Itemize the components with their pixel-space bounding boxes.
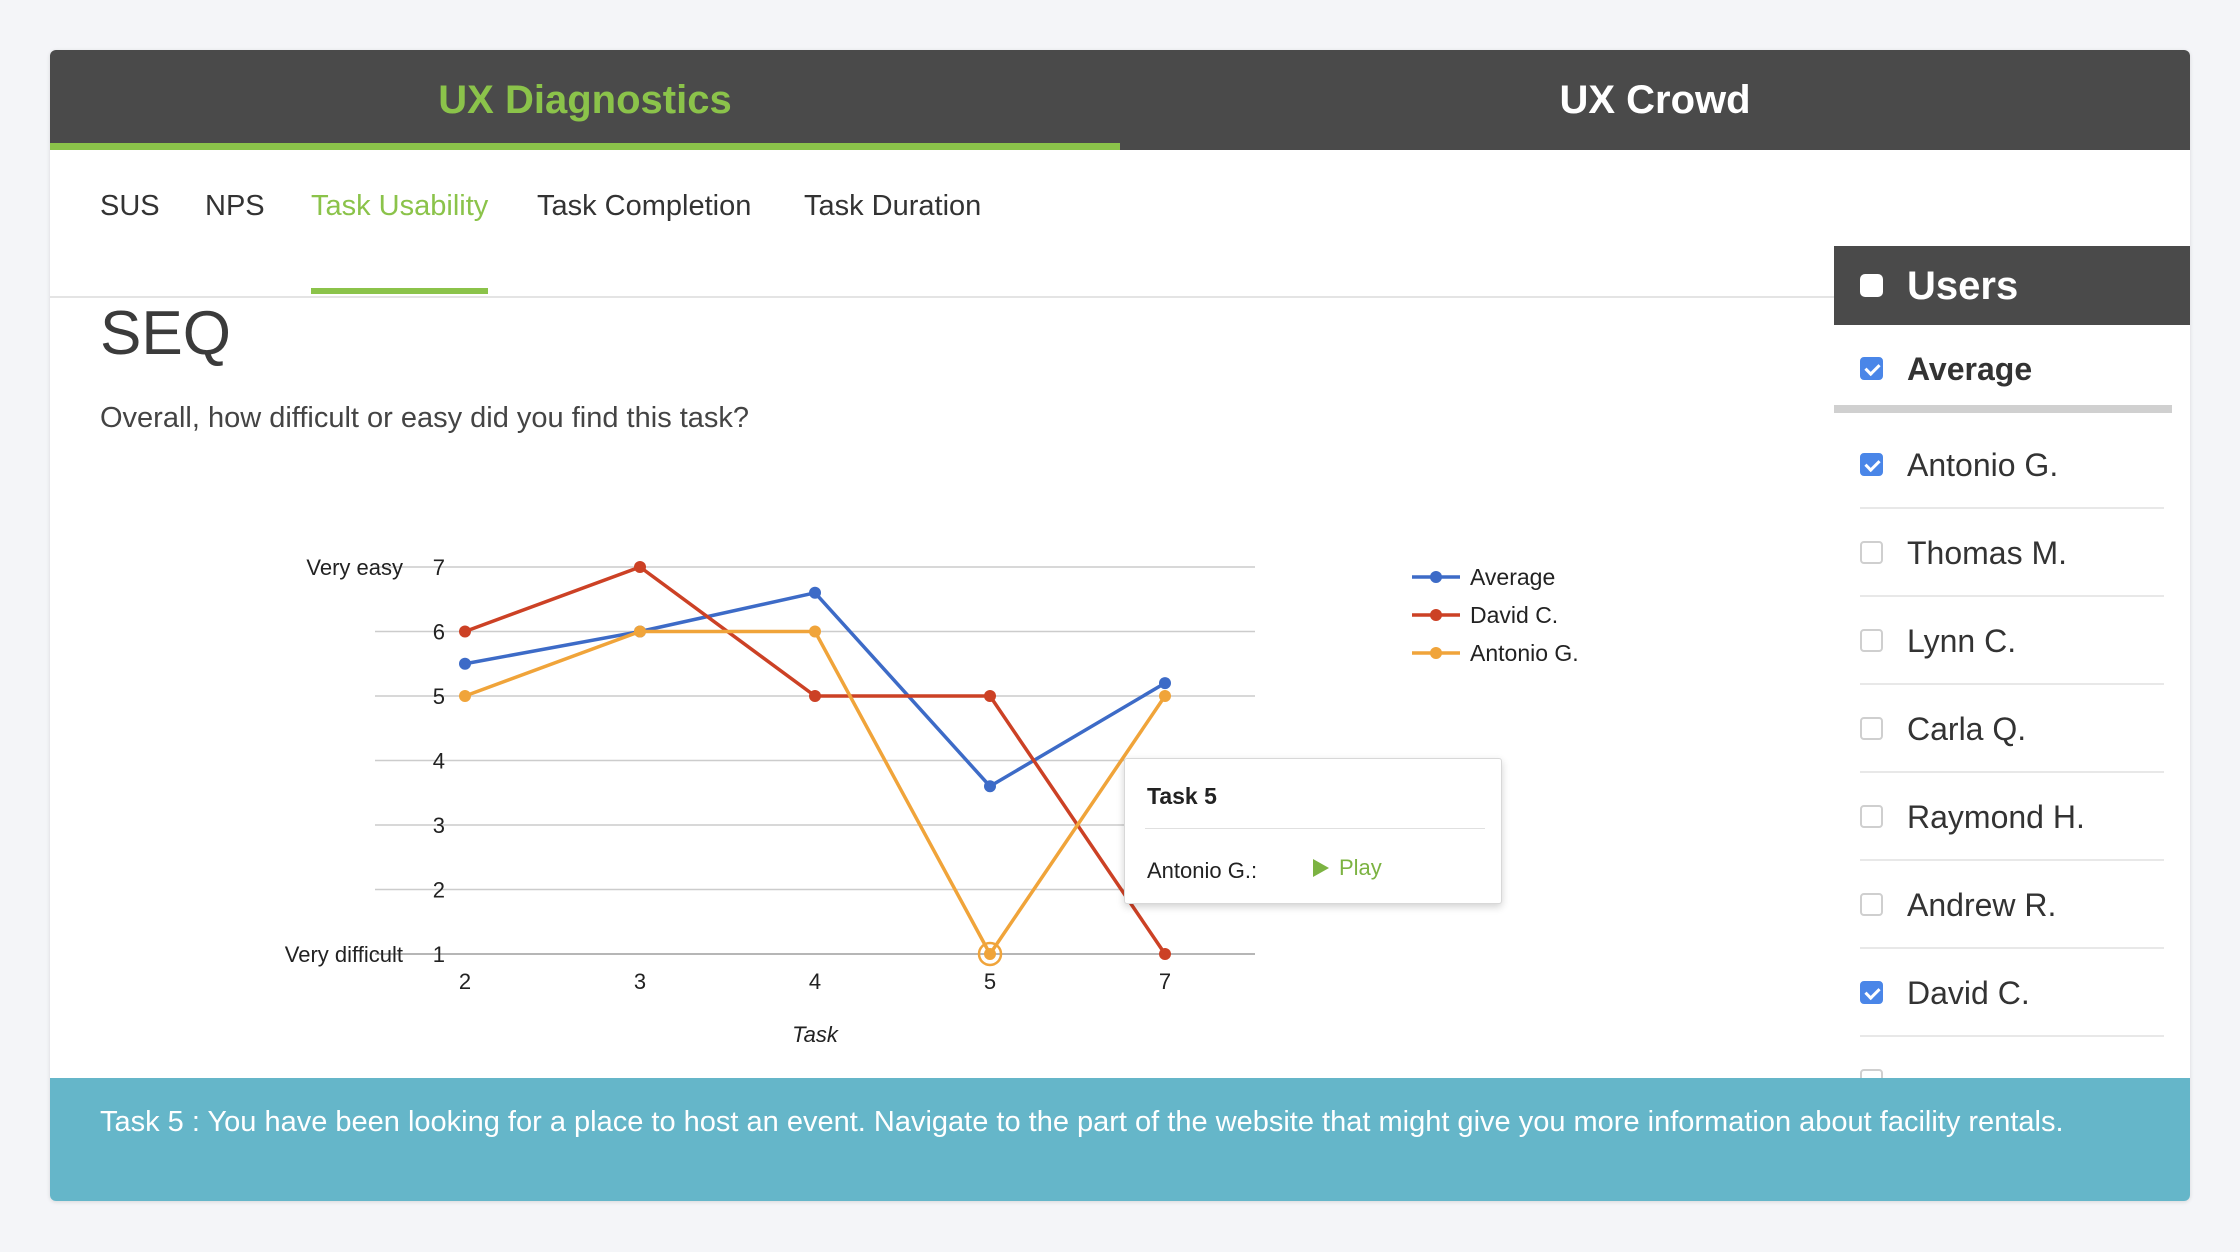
y-axis-label: Very easy <box>306 555 403 580</box>
users-panel: Users Average Antonio G. Thomas M. Lynn … <box>1834 246 2190 1128</box>
tab-ux-diagnostics[interactable]: UX Diagnostics <box>50 50 1120 150</box>
y-tick-label: 2 <box>433 878 445 903</box>
play-icon <box>1313 859 1329 877</box>
user-name: David C. <box>1907 975 2030 1011</box>
divider <box>1860 1035 2164 1037</box>
y-tick-label: 5 <box>433 684 445 709</box>
y-tick-label: 4 <box>433 749 445 774</box>
data-point <box>809 690 821 702</box>
x-tick-label: 5 <box>984 969 996 994</box>
legend-marker <box>1430 647 1442 659</box>
user-row-lynn[interactable]: Lynn C. <box>1834 597 2164 685</box>
legend-marker <box>1430 609 1442 621</box>
tab-nps[interactable]: NPS <box>205 190 265 222</box>
tooltip-divider <box>1145 828 1485 829</box>
series-line <box>464 591 1166 789</box>
dashboard-card: UX Diagnostics UX Crowd SUS NPS Task Usa… <box>50 50 2190 1201</box>
divider <box>1834 405 2172 413</box>
y-tick-label: 7 <box>433 555 445 580</box>
x-tick-label: 3 <box>634 969 646 994</box>
tab-task-completion[interactable]: Task Completion <box>537 190 752 222</box>
highlight-ring <box>977 941 1003 967</box>
user-name: Andrew R. <box>1907 887 2057 923</box>
top-tab-bar: UX Diagnostics UX Crowd <box>50 50 2190 150</box>
series-line <box>464 629 1167 956</box>
data-point <box>459 690 471 702</box>
user-name: Carla Q. <box>1907 711 2027 747</box>
user-row-carla[interactable]: Carla Q. <box>1834 685 2164 773</box>
tab-task-duration[interactable]: Task Duration <box>804 190 982 222</box>
divider <box>1860 947 2164 949</box>
y-tick-label: 3 <box>433 813 445 838</box>
data-point <box>809 586 821 599</box>
tooltip-user-label: Antonio G.: <box>1147 858 1258 883</box>
data-point <box>984 948 996 960</box>
users-header: Users <box>1834 246 2190 325</box>
user-checkbox[interactable] <box>1860 717 1883 740</box>
x-tick-label: 4 <box>809 969 821 994</box>
user-checkbox[interactable] <box>1860 893 1883 916</box>
sub-tab-bar: SUS NPS Task Usability Task Completion T… <box>50 150 1834 298</box>
user-row-antonio[interactable]: Antonio G. <box>1834 421 2164 509</box>
user-name: Raymond H. <box>1907 799 2085 835</box>
data-point <box>809 625 821 638</box>
legend-marker <box>1430 571 1442 583</box>
data-point <box>459 657 471 670</box>
divider <box>1860 683 2164 685</box>
users-title: Users <box>1907 264 2019 308</box>
user-row-thomas[interactable]: Thomas M. <box>1834 509 2164 597</box>
legend-label: David C. <box>1470 602 1558 628</box>
data-point <box>984 780 996 793</box>
x-axis-title: Task <box>792 1022 839 1047</box>
x-tick-label: 7 <box>1159 969 1171 994</box>
divider <box>1860 595 2164 597</box>
data-point <box>1159 677 1171 690</box>
user-row-raymond[interactable]: Raymond H. <box>1834 773 2164 861</box>
task-description: Task 5 : You have been looking for a pla… <box>100 1106 2064 1138</box>
data-point <box>1159 690 1171 702</box>
y-tick-label: 6 <box>433 620 445 645</box>
y-axis-label: Very difficult <box>285 942 403 967</box>
user-row-average[interactable]: Average <box>1834 325 2172 413</box>
legend-label: Antonio G. <box>1470 640 1579 666</box>
user-row-andrew[interactable]: Andrew R. <box>1834 861 2164 949</box>
data-point <box>459 625 471 638</box>
divider <box>1860 771 2164 773</box>
divider <box>1860 507 2164 509</box>
user-name: Lynn C. <box>1907 623 2017 659</box>
seq-line-chart: 1 Very difficult 2 3 4 5 6 7 Very easy 2 3 4 5 7 Task A… <box>285 555 1579 1047</box>
user-name: Average <box>1907 351 2033 387</box>
user-checkbox[interactable] <box>1860 805 1883 828</box>
user-name: Thomas M. <box>1907 535 2068 571</box>
user-row-david[interactable]: David C. <box>1834 949 2164 1037</box>
chart-tooltip: Task 5 Antonio G.: Play <box>1124 758 1502 904</box>
seq-question: Overall, how difficult or easy did you f… <box>100 402 750 434</box>
data-point <box>634 625 646 638</box>
user-checkbox[interactable] <box>1860 541 1883 564</box>
play-button[interactable]: Play <box>1313 855 1382 881</box>
data-point <box>984 690 996 702</box>
page-title: SEQ <box>100 299 231 368</box>
tab-task-usability[interactable]: Task Usability <box>311 150 489 294</box>
x-tick-label: 2 <box>459 969 471 994</box>
user-checkbox[interactable] <box>1860 357 1883 380</box>
user-checkbox[interactable] <box>1860 629 1883 652</box>
divider <box>1860 859 2164 861</box>
tab-sus[interactable]: SUS <box>100 190 160 222</box>
select-all-users-checkbox[interactable] <box>1860 274 1883 297</box>
data-point <box>634 561 646 573</box>
data-point <box>1159 948 1171 960</box>
legend-label: Average <box>1470 564 1555 590</box>
user-name: Antonio G. <box>1907 447 2059 483</box>
tooltip-title: Task 5 <box>1147 783 1217 809</box>
y-tick-label: 1 <box>433 942 445 967</box>
user-checkbox[interactable] <box>1860 453 1883 476</box>
user-checkbox[interactable] <box>1860 981 1883 1004</box>
task-description-banner: Task 5 : You have been looking for a pla… <box>50 1078 2190 1201</box>
play-label: Play <box>1339 855 1382 880</box>
tab-ux-crowd[interactable]: UX Crowd <box>1559 77 1751 122</box>
